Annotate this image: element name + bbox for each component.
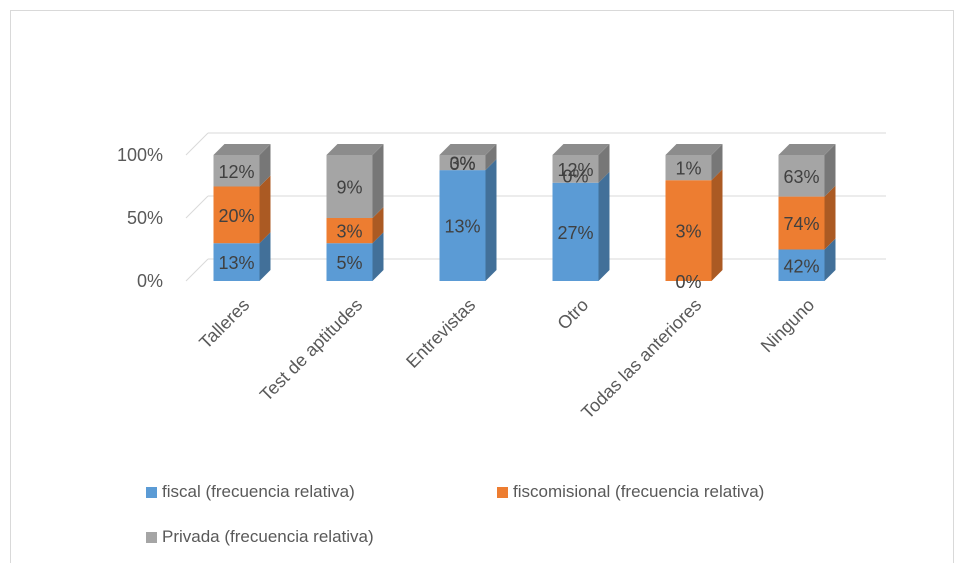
bar-front — [439, 170, 486, 281]
data-label: 0% — [449, 154, 475, 174]
data-label: 0% — [562, 167, 588, 187]
bar-front — [326, 218, 373, 244]
bar-front — [213, 243, 260, 281]
bar-side — [485, 144, 497, 171]
data-label: 13% — [218, 253, 254, 273]
bar-side — [259, 232, 271, 281]
data-label: 13% — [444, 217, 480, 237]
data-label: 20% — [218, 206, 254, 226]
bar-top — [778, 144, 836, 155]
x-axis-labels: Talleres Test de aptitudes Entrevistas Otro… — [195, 295, 818, 423]
bar-side — [372, 207, 384, 244]
legend-item-privada: Privada (frecuencia relativa) — [146, 527, 374, 547]
bar-front — [778, 196, 825, 250]
data-label: 5% — [336, 253, 362, 273]
category-label: Todas las anteriores — [577, 295, 705, 423]
data-label: 3% — [449, 154, 475, 174]
data-labels: 13%20%12%5%3%9%13%0%3%27%0%12%0%3%1%42%7… — [218, 154, 819, 292]
data-label: 42% — [783, 256, 819, 276]
bar-front — [439, 155, 486, 171]
y-axis-ticks: 0% 50% 100% — [117, 145, 163, 291]
legend-item-fiscal: fiscal (frecuencia relativa) — [146, 482, 355, 502]
gridline-side — [185, 195, 209, 219]
bars — [213, 144, 836, 281]
bar-side — [824, 185, 836, 250]
bar-side — [824, 144, 836, 197]
bar-front — [213, 186, 260, 244]
bar-side — [372, 144, 384, 218]
data-label: 1% — [675, 159, 701, 179]
gridline-side — [185, 132, 209, 156]
bar-side — [711, 169, 723, 281]
bar-front — [326, 243, 373, 281]
gridlines — [185, 132, 886, 282]
category-label: Otro — [553, 295, 592, 334]
data-label: 9% — [336, 178, 362, 198]
bar-front — [778, 155, 825, 197]
data-label: 3% — [336, 222, 362, 242]
y-tick-label: 0% — [137, 271, 163, 291]
data-label: 74% — [783, 214, 819, 234]
bar-side — [372, 232, 384, 281]
bar-front — [778, 249, 825, 281]
bar-front — [665, 155, 712, 181]
category-label: Ninguno — [757, 295, 819, 357]
category-label: Test de aptitudes — [256, 295, 366, 405]
bar-side — [598, 144, 610, 183]
bar-front — [552, 182, 599, 281]
bar-front — [213, 155, 260, 187]
bar-side — [598, 171, 610, 281]
bar-top — [665, 144, 723, 155]
bar-front — [326, 155, 373, 218]
data-label: 27% — [557, 223, 593, 243]
legend-label-fiscomisional: fiscomisional (frecuencia relativa) — [513, 482, 765, 501]
legend-label-privada: Privada (frecuencia relativa) — [162, 527, 374, 546]
bar-top — [213, 144, 271, 155]
bar-top — [552, 144, 610, 155]
data-label: 12% — [557, 160, 593, 180]
legend-item-fiscomisional: fiscomisional (frecuencia relativa) — [497, 482, 764, 502]
bar-front — [552, 155, 599, 183]
category-label: Talleres — [195, 295, 253, 353]
y-tick-label: 50% — [127, 208, 163, 228]
data-label: 63% — [783, 167, 819, 187]
y-tick-label: 100% — [117, 145, 163, 165]
bar-front — [665, 180, 712, 281]
bar-side — [259, 144, 271, 187]
category-label: Entrevistas — [402, 295, 479, 372]
bar-side — [259, 175, 271, 244]
legend-swatch-fiscomisional — [497, 486, 508, 498]
data-label: 3% — [675, 222, 701, 242]
bar-top — [439, 144, 497, 155]
bar-side — [485, 159, 497, 281]
legend-swatch-privada — [146, 531, 157, 543]
bar-side — [824, 238, 836, 281]
data-label: 0% — [675, 272, 701, 292]
chart-frame — [10, 10, 954, 563]
gridline-side — [185, 258, 209, 282]
data-label: 12% — [218, 162, 254, 182]
legend-label-fiscal: fiscal (frecuencia relativa) — [162, 482, 355, 501]
bar-side — [711, 144, 723, 181]
legend-swatch-fiscal — [146, 486, 157, 498]
bar-top — [326, 144, 384, 155]
